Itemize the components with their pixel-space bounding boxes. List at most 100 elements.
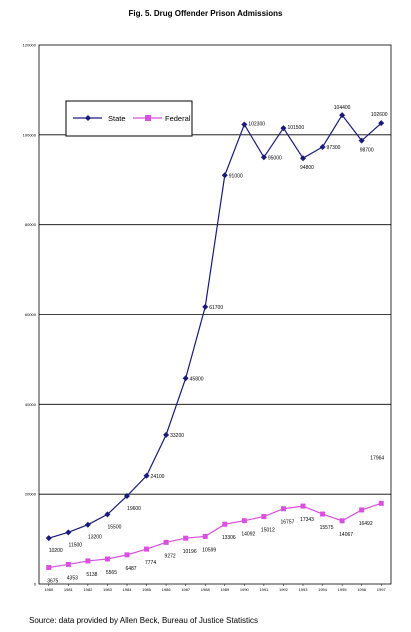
state-data-label: 15500: [107, 524, 121, 530]
state-data-point: [358, 137, 365, 144]
federal-data-point: [339, 518, 345, 524]
chart-title: Fig. 5. Drug Offender Prison Admissions: [128, 9, 283, 18]
state-data-label: 94800: [300, 165, 314, 171]
plot-area-frame: [38, 44, 392, 585]
state-data-label: 19600: [127, 506, 141, 512]
x-tick-label: 1990: [240, 587, 250, 592]
federal-data-point: [85, 558, 91, 564]
legend-federal-label: Federal: [165, 114, 191, 123]
federal-data-point: [359, 507, 365, 513]
federal-data-point: [124, 552, 130, 558]
federal-series-line: [48, 502, 382, 569]
state-data-point: [202, 303, 209, 310]
state-data-label: 11500: [69, 542, 83, 548]
state-data-label: 91000: [229, 173, 243, 179]
federal-data-label: 10599: [202, 547, 216, 553]
federal-data-label: 15575: [320, 525, 334, 531]
state-data-point: [163, 431, 170, 438]
federal-data-point: [163, 539, 169, 545]
x-tick-label: 1980: [44, 587, 54, 592]
federal-data-label: 13306: [222, 535, 236, 541]
x-tick-label: 1981: [64, 587, 74, 592]
federal-data-label: 17964: [370, 455, 384, 461]
state-data-label: 10200: [49, 548, 63, 554]
x-tick-label: 1984: [123, 587, 133, 592]
state-data-point: [104, 511, 111, 518]
federal-data-label: 4353: [67, 575, 78, 581]
state-data-point: [143, 472, 150, 479]
state-data-label: 98700: [360, 148, 374, 154]
state-data-point: [45, 535, 52, 542]
y-tick-label: 40000: [25, 402, 37, 407]
x-tick-label: 1995: [338, 587, 348, 592]
federal-data-label: 15012: [261, 528, 275, 534]
federal-data-label: 14067: [339, 532, 353, 538]
state-data-label: 102600: [371, 112, 388, 118]
federal-data-label: 14092: [241, 532, 255, 538]
federal-data-point: [241, 518, 247, 524]
state-data-point: [65, 529, 72, 536]
state-data-point: [84, 521, 91, 528]
x-axis-ticks: 1980 1981 1982 1983 1984 1985 1986 1987 1988 1989…: [44, 584, 386, 592]
legend: State Federal: [65, 100, 193, 137]
legend-federal-marker: [145, 115, 151, 121]
federal-data-label: 7774: [145, 560, 156, 566]
x-tick-label: 1993: [299, 587, 309, 592]
x-tick-label: 1996: [357, 587, 367, 592]
x-tick-label: 1994: [318, 587, 328, 592]
source-note: Source: data provided by Allen Beck, Bur…: [29, 616, 259, 625]
state-data-point: [241, 121, 248, 128]
data-labels: 10200 11500 13200 15500 19600 24100 33200 45800…: [47, 105, 388, 584]
y-axis-ticks: 0 20000 40000 60000 80000 100000 120000: [23, 43, 37, 587]
federal-data-label: 9272: [165, 553, 176, 559]
federal-data-label: 3675: [47, 578, 58, 584]
y-tick-label: 0: [34, 582, 37, 587]
federal-data-label: 17343: [300, 517, 314, 523]
federal-data-label: 5138: [86, 572, 97, 578]
state-series-line: [48, 114, 382, 539]
x-tick-label: 1988: [201, 587, 211, 592]
federal-data-point: [183, 535, 189, 541]
x-tick-label: 1992: [279, 587, 289, 592]
federal-data-point: [320, 511, 326, 517]
state-data-label: 104400: [334, 105, 351, 111]
federal-data-point: [378, 500, 384, 506]
state-data-point: [300, 155, 306, 162]
state-data-label: 95000: [268, 155, 282, 161]
y-tick-label: 100000: [23, 132, 37, 137]
x-tick-label: 1987: [181, 587, 191, 592]
federal-data-point: [261, 514, 267, 520]
state-data-point: [182, 375, 189, 382]
federal-data-point: [144, 546, 150, 552]
federal-data-label: 5565: [106, 570, 117, 576]
state-data-label: 45800: [190, 376, 204, 382]
y-tick-label: 60000: [25, 312, 37, 317]
state-data-point: [260, 154, 267, 161]
federal-data-point: [280, 506, 286, 512]
x-tick-label: 1983: [103, 587, 113, 592]
x-tick-label: 1991: [259, 587, 269, 592]
x-tick-label: 1997: [377, 587, 387, 592]
federal-data-point: [300, 503, 306, 509]
legend-state-marker: [85, 115, 91, 121]
state-data-point: [221, 172, 228, 179]
state-data-point: [124, 492, 130, 499]
federal-data-label: 16492: [359, 521, 373, 527]
state-data-point: [378, 120, 385, 127]
state-data-point: [280, 125, 287, 132]
series-layer: [45, 112, 385, 570]
y-tick-label: 120000: [23, 43, 37, 48]
state-data-label: 24100: [151, 474, 165, 480]
y-tick-label: 20000: [25, 492, 37, 497]
federal-data-point: [222, 521, 228, 527]
grid-lines: [39, 134, 391, 495]
y-tick-label: 80000: [25, 222, 37, 227]
federal-data-point: [46, 564, 52, 570]
state-data-label: 101500: [287, 125, 304, 131]
x-tick-label: 1989: [220, 587, 230, 592]
federal-data-point: [65, 561, 71, 567]
state-data-label: 13200: [88, 535, 102, 541]
state-data-label: 33200: [170, 433, 184, 439]
federal-data-point: [104, 556, 110, 562]
